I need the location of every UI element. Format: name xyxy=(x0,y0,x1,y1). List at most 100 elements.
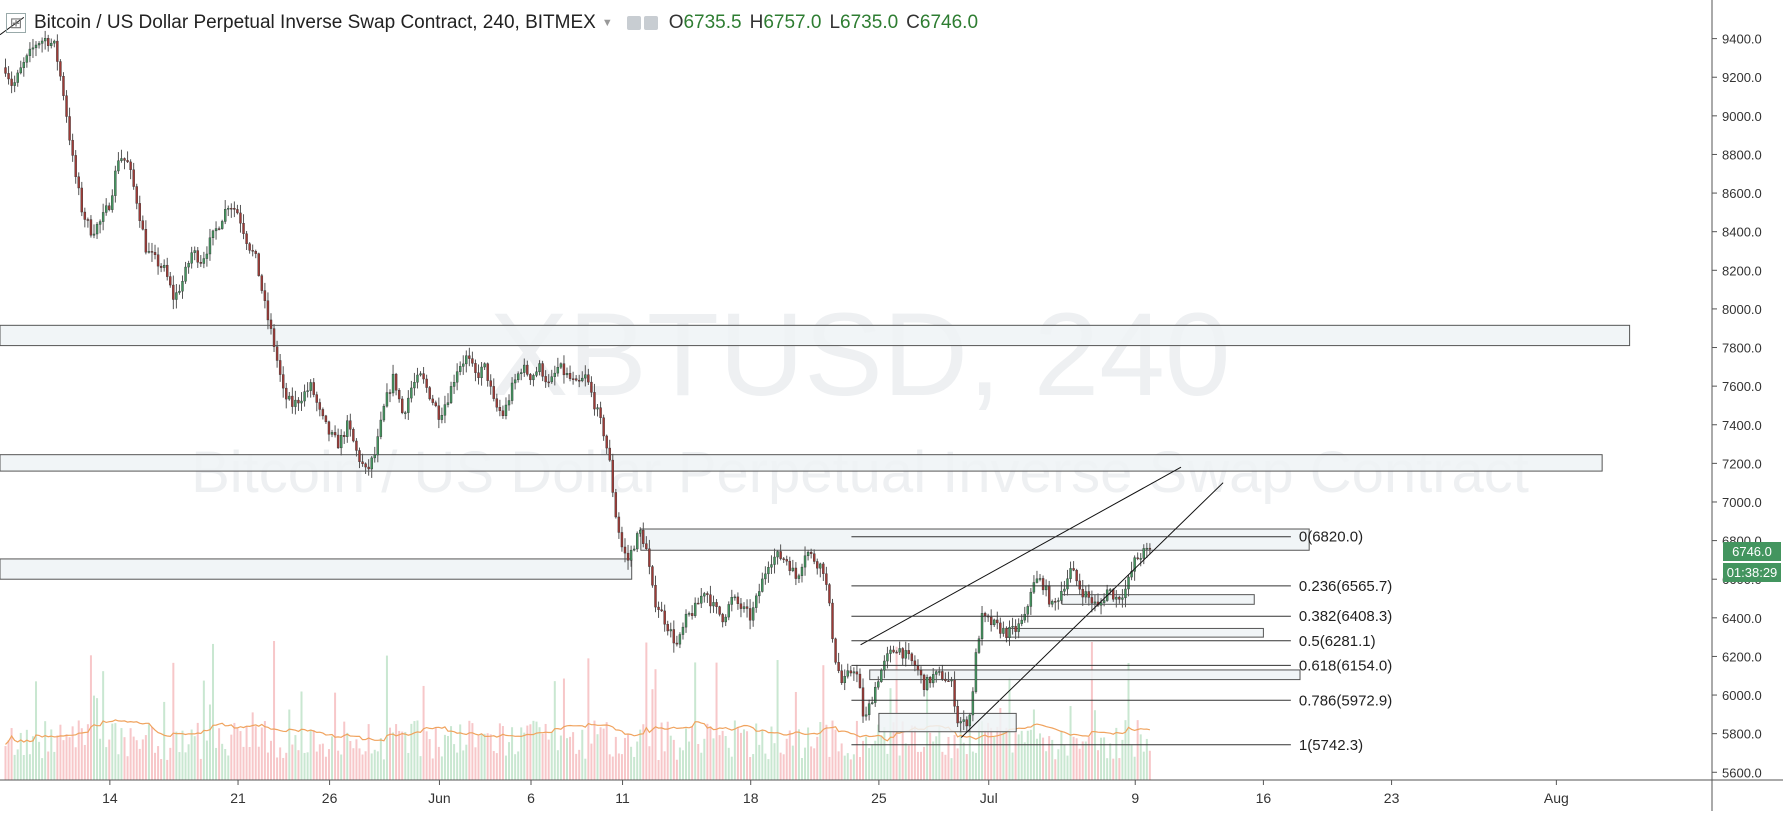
candle-body xyxy=(553,372,556,377)
candle-body xyxy=(159,265,163,268)
candle-body xyxy=(581,377,584,382)
volume-bar xyxy=(431,758,434,780)
candle-body xyxy=(1090,597,1094,604)
add-symbol-icon[interactable]: ⊞ xyxy=(6,13,26,33)
volume-bar xyxy=(263,721,266,780)
candle-body xyxy=(410,387,413,399)
volume-bar xyxy=(968,732,971,780)
candle-body xyxy=(339,435,343,449)
price-tick-label: 9400.0 xyxy=(1722,32,1762,47)
candle-body xyxy=(211,230,215,239)
price-zone-rectangle xyxy=(869,669,1301,681)
ohlc-value-c: 6746.0 xyxy=(919,12,979,33)
candle-body xyxy=(944,678,947,681)
candle-body xyxy=(474,363,477,373)
volume-bar xyxy=(224,748,227,780)
volume-bar xyxy=(874,740,877,780)
candle-body xyxy=(1002,627,1005,634)
trend-line xyxy=(0,16,25,36)
candle-body xyxy=(419,373,422,376)
candle-body xyxy=(1054,601,1057,603)
candle-body xyxy=(327,421,331,435)
volume-bar xyxy=(190,729,193,780)
candle-body xyxy=(355,440,358,451)
volume-bar xyxy=(984,730,987,780)
volume-bar xyxy=(230,734,233,780)
candle-body xyxy=(397,390,401,400)
candle-body xyxy=(53,40,56,44)
candle-body xyxy=(501,410,505,417)
volume-bar xyxy=(215,747,218,780)
chevron-down-icon[interactable]: ▼ xyxy=(601,17,613,29)
settings-icon[interactable] xyxy=(643,16,658,30)
volume-bar xyxy=(849,759,852,780)
candle-body xyxy=(43,38,47,42)
volume-bar xyxy=(556,750,559,780)
candle-body xyxy=(1023,613,1026,621)
volume-bar xyxy=(804,747,807,780)
candle-body xyxy=(526,364,529,375)
volume-bar xyxy=(489,734,492,780)
symbol-title[interactable]: Bitcoin / US Dollar Perpetual Inverse Sw… xyxy=(34,12,596,33)
candle-body xyxy=(101,212,105,222)
volume-bar xyxy=(538,727,541,780)
volume-bar xyxy=(340,754,343,780)
ohlc-key-h: H xyxy=(749,12,764,33)
volume-bar xyxy=(129,728,132,780)
candle-body xyxy=(184,266,187,282)
candle-body xyxy=(407,397,410,413)
candle-body xyxy=(1032,582,1036,593)
candle-body xyxy=(425,378,428,388)
volume-bar xyxy=(907,745,910,780)
volume-bar xyxy=(166,759,169,780)
volume-bar xyxy=(337,750,340,780)
volume-bar xyxy=(822,665,825,780)
volume-bar xyxy=(154,752,157,780)
volume-bar xyxy=(227,755,230,780)
candle-body xyxy=(1066,578,1069,590)
candle-body xyxy=(13,82,16,86)
volume-bar xyxy=(175,731,178,780)
candle-body xyxy=(605,435,608,449)
candle-body xyxy=(559,363,563,368)
volume-bar xyxy=(633,756,636,780)
volume-bar xyxy=(385,655,388,780)
candle-body xyxy=(80,187,83,213)
candle-body xyxy=(919,669,923,676)
price-tick-label: 5600.0 xyxy=(1722,765,1762,780)
candle-body xyxy=(971,691,975,716)
candle-body xyxy=(510,382,514,401)
volume-bar xyxy=(550,732,553,780)
volume-bar xyxy=(819,722,822,780)
volume-bar xyxy=(7,740,10,780)
volume-bar xyxy=(1048,736,1051,780)
candle-body xyxy=(953,679,956,707)
candle-body xyxy=(602,417,605,437)
volume-bar xyxy=(35,681,38,780)
candle-body xyxy=(935,671,938,675)
candle-body xyxy=(776,551,779,558)
candle-body xyxy=(700,595,703,604)
volume-bar xyxy=(761,730,764,780)
volume-moving-average xyxy=(5,719,1151,745)
eye-icon[interactable] xyxy=(626,16,641,30)
candle-body xyxy=(1011,625,1014,628)
price-tick-label: 8600.0 xyxy=(1722,186,1762,201)
candle-body xyxy=(364,463,367,468)
candle-body xyxy=(205,253,209,259)
volume-bar xyxy=(904,743,907,780)
candle-body xyxy=(928,677,932,684)
candle-body xyxy=(370,457,373,470)
volume-bar xyxy=(1075,738,1078,780)
candle-body xyxy=(956,706,959,724)
candle-body xyxy=(1127,576,1130,590)
candle-body xyxy=(620,532,624,548)
volume-bar xyxy=(358,748,361,780)
volume-bar xyxy=(1078,748,1081,780)
volume-bar xyxy=(623,737,626,780)
candle-body xyxy=(669,629,672,632)
volume-bar xyxy=(16,749,19,780)
volume-bar xyxy=(617,753,620,780)
